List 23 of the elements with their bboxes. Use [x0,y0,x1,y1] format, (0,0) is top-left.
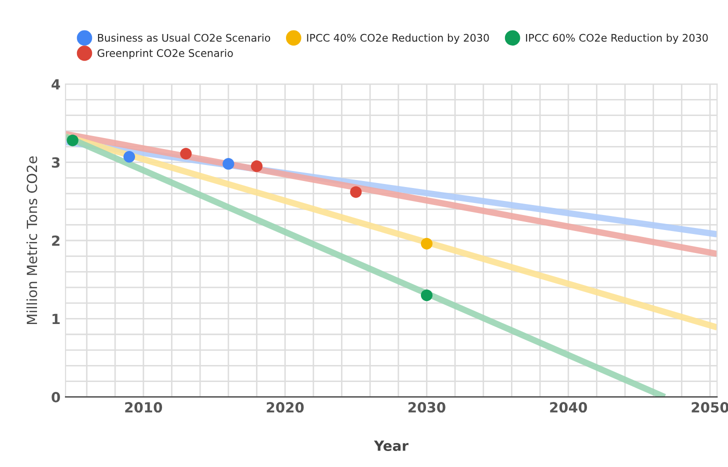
point [123,150,136,163]
legend-label: Greenprint CO2e Scenario [98,48,233,60]
y-tick-label: 2 [52,235,60,246]
y-tick-label: 3 [52,157,60,168]
point [66,134,78,146]
point [420,289,433,302]
x-tick-label: 2040 [550,402,588,413]
point [222,158,234,170]
point [350,186,362,198]
y-tick-label: 1 [52,314,60,324]
legend-label: IPCC 60% CO2e Reduction by 2030 [526,34,708,44]
point [420,238,433,250]
x-axis-title: Year [374,440,408,452]
legend-label: Business as Usual CO2e Scenario [98,34,270,42]
y-axis-title: Million Metric Tons CO2e [26,156,38,324]
x-tick-label: 2010 [125,402,162,413]
x-tick-label: 2030 [408,402,446,413]
x-tick-label: 2020 [266,402,304,413]
legend-label: IPCC 40% CO2e Reduction by 2030 [307,34,489,44]
y-tick-label: 0 [52,392,60,402]
point [250,160,263,172]
point [180,148,192,160]
y-tick-label: 4 [52,79,60,90]
